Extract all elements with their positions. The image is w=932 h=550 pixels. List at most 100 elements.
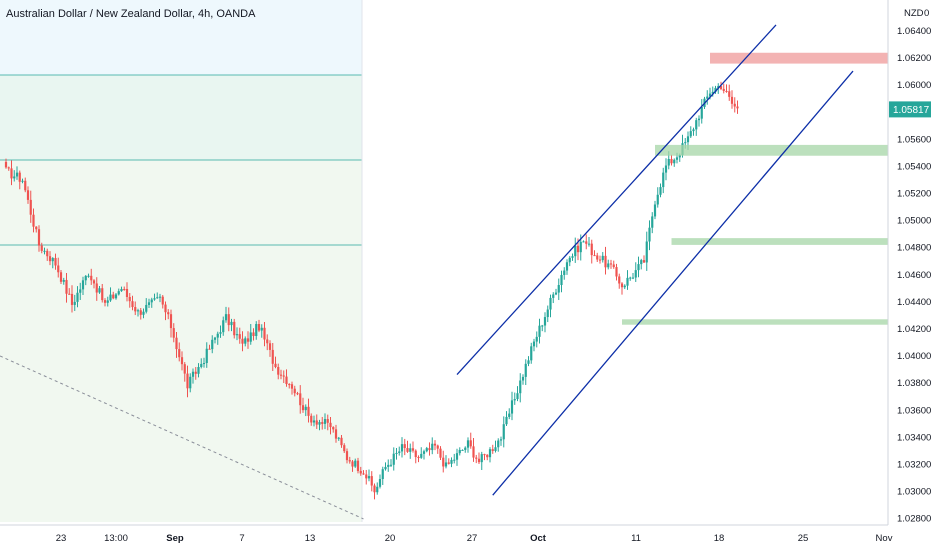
candle bbox=[400, 437, 404, 458]
candle-body bbox=[271, 349, 274, 364]
price-tick-label: 1.04600 bbox=[897, 270, 931, 281]
candle-body bbox=[571, 256, 574, 258]
candle bbox=[219, 325, 222, 338]
candle bbox=[87, 273, 90, 278]
candle-body bbox=[337, 437, 340, 439]
candle bbox=[98, 286, 101, 294]
candle-body bbox=[607, 263, 610, 268]
candle-body bbox=[409, 448, 412, 452]
candle-body bbox=[675, 157, 679, 160]
candle-body bbox=[458, 449, 461, 454]
candle bbox=[598, 255, 602, 264]
candle-body bbox=[191, 371, 195, 377]
candle-body bbox=[403, 444, 406, 449]
candle-body bbox=[708, 93, 712, 97]
candle-body bbox=[420, 453, 423, 458]
candle-body bbox=[483, 454, 486, 456]
candle bbox=[706, 90, 709, 105]
candle bbox=[321, 416, 324, 430]
candle-body bbox=[343, 445, 346, 452]
candle-body bbox=[736, 106, 739, 109]
candle bbox=[475, 454, 478, 464]
candle bbox=[59, 270, 63, 284]
candle bbox=[409, 443, 412, 459]
candle-body bbox=[651, 216, 654, 228]
candle-body bbox=[186, 373, 189, 389]
candle bbox=[659, 183, 662, 198]
candle-body bbox=[114, 294, 118, 299]
candle-body bbox=[15, 172, 19, 177]
candle-body bbox=[697, 118, 701, 121]
candle-body bbox=[373, 485, 376, 493]
candle bbox=[508, 408, 511, 420]
candle-body bbox=[326, 419, 329, 423]
candle bbox=[189, 373, 192, 393]
candle bbox=[422, 449, 426, 460]
candle bbox=[114, 293, 118, 300]
candle-body bbox=[521, 376, 525, 381]
candle-body bbox=[329, 422, 332, 428]
candle bbox=[488, 447, 492, 463]
price-tick-label: 1.06000 bbox=[897, 80, 931, 91]
candle-body bbox=[717, 86, 720, 88]
candle bbox=[546, 305, 549, 323]
time-tick-label: 7 bbox=[239, 533, 244, 544]
candle bbox=[37, 225, 41, 252]
candle bbox=[450, 457, 453, 468]
candle bbox=[505, 411, 508, 427]
candle-body bbox=[524, 363, 527, 377]
last-price-tag bbox=[889, 101, 931, 118]
candle-body bbox=[557, 285, 560, 293]
candle bbox=[90, 268, 93, 285]
candle-body bbox=[13, 176, 16, 179]
candle bbox=[725, 84, 728, 93]
candle bbox=[235, 327, 239, 341]
candle-body bbox=[156, 297, 159, 299]
candle bbox=[150, 297, 153, 308]
candle-body bbox=[367, 476, 371, 479]
candle-body bbox=[695, 120, 698, 130]
candle bbox=[398, 446, 401, 456]
candle-body bbox=[323, 419, 327, 424]
candle-body bbox=[629, 277, 632, 279]
candle bbox=[376, 482, 379, 495]
zone-upper bbox=[0, 0, 362, 75]
candle bbox=[370, 471, 373, 492]
candle bbox=[73, 294, 76, 311]
candle-body bbox=[48, 256, 52, 262]
candle-body bbox=[387, 464, 390, 467]
candle bbox=[35, 226, 38, 233]
candle bbox=[274, 356, 277, 369]
candle-body bbox=[200, 363, 203, 367]
candle bbox=[565, 259, 569, 275]
candle bbox=[7, 166, 10, 171]
candle-body bbox=[466, 440, 470, 448]
time-tick-label: 25 bbox=[798, 533, 809, 544]
price-tick-label: 1.05000 bbox=[897, 216, 931, 227]
candle-body bbox=[145, 304, 148, 312]
candle-body bbox=[175, 337, 178, 350]
price-tick-label: 1.04000 bbox=[897, 351, 931, 362]
candle-body bbox=[442, 457, 445, 467]
candle-body bbox=[230, 321, 233, 326]
candle-body bbox=[81, 280, 85, 290]
candle-body bbox=[332, 427, 335, 430]
candle-body bbox=[21, 180, 24, 182]
candle-body bbox=[120, 288, 123, 292]
candle bbox=[618, 273, 621, 289]
drawings[interactable] bbox=[0, 24, 932, 520]
candle bbox=[48, 251, 52, 266]
candle bbox=[79, 282, 82, 300]
candle bbox=[158, 293, 162, 303]
candle bbox=[359, 466, 362, 476]
candle bbox=[590, 239, 593, 264]
candle-body bbox=[299, 393, 302, 406]
candle-body bbox=[612, 264, 615, 268]
candle bbox=[106, 296, 109, 307]
candle-body bbox=[714, 87, 717, 92]
candle bbox=[128, 293, 131, 308]
candle-body bbox=[7, 167, 10, 169]
candle-body bbox=[414, 450, 417, 458]
